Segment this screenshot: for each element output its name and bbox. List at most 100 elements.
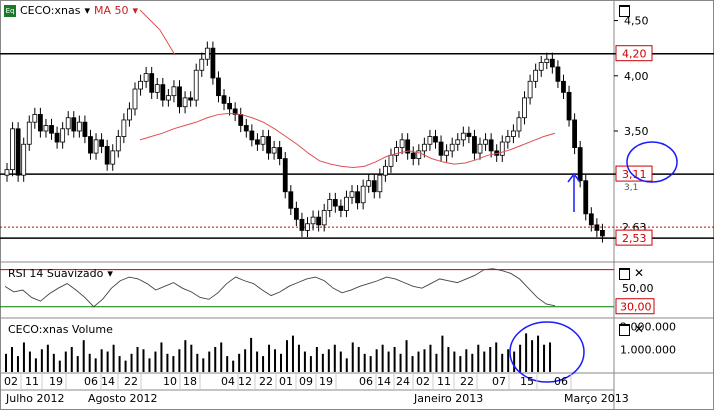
- candle-body: [377, 174, 383, 193]
- maximize-volume-button[interactable]: [619, 324, 630, 336]
- volume-bar: [250, 337, 253, 372]
- date-tick-label: 02: [4, 375, 18, 388]
- volume-bar: [549, 342, 552, 372]
- maximize-main-button[interactable]: [619, 5, 630, 17]
- rsi-dropdown-icon[interactable]: ▾: [107, 267, 113, 280]
- volume-bar: [274, 349, 277, 372]
- date-tick-label: 15: [520, 375, 534, 388]
- candle-body: [561, 80, 566, 93]
- volume-bar: [525, 333, 528, 372]
- volume-bar: [345, 358, 348, 372]
- level-label: 2,53: [622, 232, 647, 245]
- rsi-title[interactable]: RSI 14 Suavizado: [8, 267, 104, 280]
- candle-body: [60, 128, 66, 143]
- candle-body: [255, 139, 260, 145]
- date-tick-label: 22: [124, 375, 138, 388]
- volume-bar: [315, 347, 318, 372]
- candle-body: [433, 136, 438, 143]
- candle-body: [266, 136, 271, 154]
- candle-body: [316, 216, 322, 226]
- close-volume-icon[interactable]: ✕: [634, 322, 645, 336]
- volume-bar: [238, 353, 241, 372]
- candle-body: [249, 130, 255, 141]
- candle-body: [566, 91, 572, 121]
- volume-bar: [34, 358, 37, 372]
- candle-body: [588, 213, 594, 226]
- date-tick-label: 19: [319, 375, 333, 388]
- ma-dropdown-icon[interactable]: ▾: [132, 4, 139, 17]
- ma50-line-start: [139, 9, 176, 56]
- candle-body: [310, 216, 316, 225]
- volume-bar: [483, 351, 486, 372]
- candle-body: [305, 223, 310, 231]
- volume-bar: [58, 360, 61, 372]
- date-tick-label: 24: [396, 375, 410, 388]
- date-tick-label: 06: [359, 375, 373, 388]
- candle-body: [110, 150, 116, 165]
- annotation-circle: [626, 141, 678, 183]
- candle-body: [199, 58, 205, 71]
- volume-bar: [393, 347, 396, 372]
- symbol-dropdown-icon[interactable]: ▾: [84, 4, 90, 17]
- candle-body: [371, 180, 377, 193]
- symbol-label[interactable]: CECO:xnas: [20, 4, 81, 17]
- candle-body: [238, 114, 244, 126]
- candle-body: [293, 207, 299, 220]
- candle-body: [10, 128, 15, 171]
- candle-body: [121, 119, 127, 137]
- volume-bar: [256, 351, 259, 372]
- date-tick-label: 11: [25, 375, 39, 388]
- candle-body: [449, 143, 455, 152]
- volume-bar: [519, 344, 522, 372]
- candle-body: [483, 139, 488, 145]
- volume-bar: [22, 342, 25, 372]
- volume-bar: [465, 349, 468, 372]
- volume-bar: [363, 353, 366, 372]
- volume-bar: [321, 353, 324, 372]
- volume-bar: [106, 351, 109, 372]
- maximize-rsi-button[interactable]: [619, 268, 630, 280]
- rsi-line: [4, 268, 556, 308]
- volume-bar: [232, 360, 235, 372]
- volume-bar: [244, 349, 247, 372]
- ma-label[interactable]: MA 50: [93, 4, 129, 17]
- level-badge: [615, 165, 653, 182]
- volume-bar: [160, 342, 163, 372]
- date-tick-label: 09: [299, 375, 313, 388]
- rsi-level-label: 30,00: [620, 301, 652, 314]
- month-label: Março 2013: [564, 392, 629, 405]
- volume-title[interactable]: CECO:xnas Volume: [8, 323, 113, 336]
- volume-bar: [52, 353, 55, 372]
- volume-bar: [82, 340, 85, 372]
- volume-bar: [471, 353, 474, 372]
- level-badge: [615, 45, 653, 62]
- candle-body: [227, 102, 232, 110]
- candle-body: [522, 97, 527, 119]
- close-rsi-icon[interactable]: ✕: [634, 266, 645, 280]
- candle-body: [271, 147, 277, 154]
- volume-bar: [369, 356, 372, 372]
- volume-header: CECO:xnas Volume: [8, 323, 113, 336]
- level-badge: [615, 229, 653, 246]
- candle-body: [388, 154, 394, 167]
- candle-body: [49, 125, 54, 134]
- volume-bar: [477, 344, 480, 372]
- volume-bar: [381, 344, 384, 372]
- volume-bar: [333, 344, 336, 372]
- candle-body: [327, 199, 333, 211]
- volume-bar: [405, 340, 408, 372]
- candle-body: [26, 121, 32, 145]
- volume-bar: [513, 351, 516, 372]
- volume-bar: [100, 349, 103, 372]
- volume-bar: [166, 353, 169, 372]
- candle-body: [477, 143, 483, 154]
- volume-bar: [447, 347, 450, 372]
- candle-body: [472, 136, 477, 154]
- date-tick-label: 12: [238, 375, 252, 388]
- candle-body: [444, 150, 450, 156]
- candle-body: [421, 143, 427, 152]
- volume-bar: [136, 347, 139, 372]
- candle-body: [577, 147, 583, 182]
- candle-body: [260, 136, 266, 145]
- volume-bar: [16, 356, 19, 372]
